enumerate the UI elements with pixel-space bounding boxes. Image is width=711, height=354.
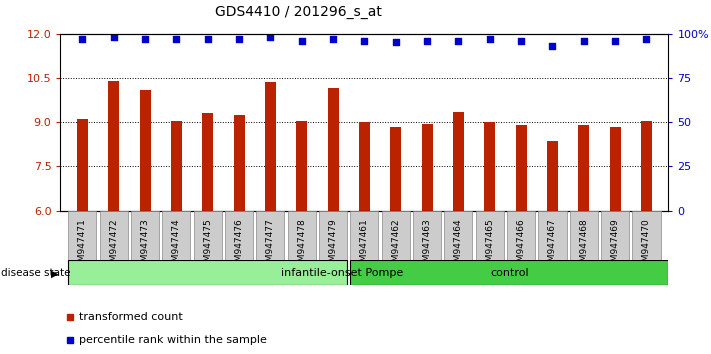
- Text: ▶: ▶: [50, 268, 58, 278]
- Point: [77, 36, 88, 42]
- Text: infantile-onset Pompe: infantile-onset Pompe: [281, 268, 403, 278]
- FancyBboxPatch shape: [351, 260, 668, 285]
- FancyBboxPatch shape: [601, 211, 629, 260]
- Text: GSM947461: GSM947461: [360, 218, 369, 273]
- Text: GSM947467: GSM947467: [548, 218, 557, 273]
- FancyBboxPatch shape: [476, 211, 504, 260]
- FancyBboxPatch shape: [351, 211, 378, 260]
- Text: GSM947473: GSM947473: [141, 218, 149, 273]
- Point: [515, 38, 527, 44]
- Point: [641, 36, 652, 42]
- FancyBboxPatch shape: [131, 211, 159, 260]
- Bar: [609, 127, 621, 211]
- Bar: [547, 141, 558, 211]
- Point: [422, 38, 433, 44]
- Text: GSM947472: GSM947472: [109, 218, 118, 273]
- Bar: [390, 127, 401, 211]
- FancyBboxPatch shape: [68, 260, 347, 285]
- Text: GSM947477: GSM947477: [266, 218, 275, 273]
- Bar: [233, 115, 245, 211]
- Point: [108, 34, 119, 40]
- Point: [327, 36, 338, 42]
- FancyBboxPatch shape: [444, 211, 473, 260]
- Text: GSM947479: GSM947479: [328, 218, 338, 273]
- Bar: [578, 125, 589, 211]
- Text: GSM947462: GSM947462: [391, 218, 400, 273]
- Bar: [139, 90, 151, 211]
- Point: [453, 38, 464, 44]
- Text: control: control: [490, 268, 528, 278]
- Point: [547, 43, 558, 49]
- Text: GSM947464: GSM947464: [454, 218, 463, 273]
- Point: [139, 36, 151, 42]
- Bar: [202, 113, 213, 211]
- Bar: [453, 112, 464, 211]
- FancyBboxPatch shape: [193, 211, 222, 260]
- Point: [390, 40, 402, 45]
- Bar: [108, 81, 119, 211]
- FancyBboxPatch shape: [413, 211, 441, 260]
- Bar: [515, 125, 527, 211]
- Bar: [328, 88, 338, 211]
- FancyBboxPatch shape: [162, 211, 191, 260]
- Point: [202, 36, 213, 42]
- FancyBboxPatch shape: [382, 211, 410, 260]
- Text: percentile rank within the sample: percentile rank within the sample: [79, 335, 267, 346]
- Text: GSM947468: GSM947468: [579, 218, 588, 273]
- FancyBboxPatch shape: [288, 211, 316, 260]
- Text: GSM947465: GSM947465: [485, 218, 494, 273]
- Bar: [296, 121, 307, 211]
- FancyBboxPatch shape: [225, 211, 253, 260]
- Bar: [484, 122, 496, 211]
- Bar: [359, 122, 370, 211]
- Text: transformed count: transformed count: [79, 312, 183, 322]
- FancyBboxPatch shape: [570, 211, 598, 260]
- Point: [296, 38, 307, 44]
- Point: [578, 38, 589, 44]
- Text: GSM947478: GSM947478: [297, 218, 306, 273]
- Point: [233, 36, 245, 42]
- Text: GSM947471: GSM947471: [78, 218, 87, 273]
- Point: [609, 38, 621, 44]
- Text: GSM947474: GSM947474: [172, 218, 181, 273]
- Text: disease state: disease state: [1, 268, 71, 278]
- Point: [484, 36, 496, 42]
- Text: GDS4410 / 201296_s_at: GDS4410 / 201296_s_at: [215, 5, 382, 19]
- FancyBboxPatch shape: [632, 211, 661, 260]
- Point: [359, 38, 370, 44]
- Text: GSM947475: GSM947475: [203, 218, 212, 273]
- Bar: [422, 124, 432, 211]
- Text: GSM947466: GSM947466: [517, 218, 525, 273]
- FancyBboxPatch shape: [538, 211, 567, 260]
- FancyBboxPatch shape: [319, 211, 347, 260]
- Bar: [171, 121, 182, 211]
- FancyBboxPatch shape: [256, 211, 284, 260]
- Bar: [265, 82, 276, 211]
- Text: GSM947463: GSM947463: [422, 218, 432, 273]
- Point: [264, 34, 276, 40]
- Bar: [641, 121, 652, 211]
- Text: GSM947469: GSM947469: [611, 218, 619, 273]
- Text: GSM947470: GSM947470: [642, 218, 651, 273]
- Point: [171, 36, 182, 42]
- FancyBboxPatch shape: [100, 211, 128, 260]
- Text: GSM947476: GSM947476: [235, 218, 244, 273]
- FancyBboxPatch shape: [507, 211, 535, 260]
- FancyBboxPatch shape: [68, 211, 97, 260]
- Bar: [77, 119, 88, 211]
